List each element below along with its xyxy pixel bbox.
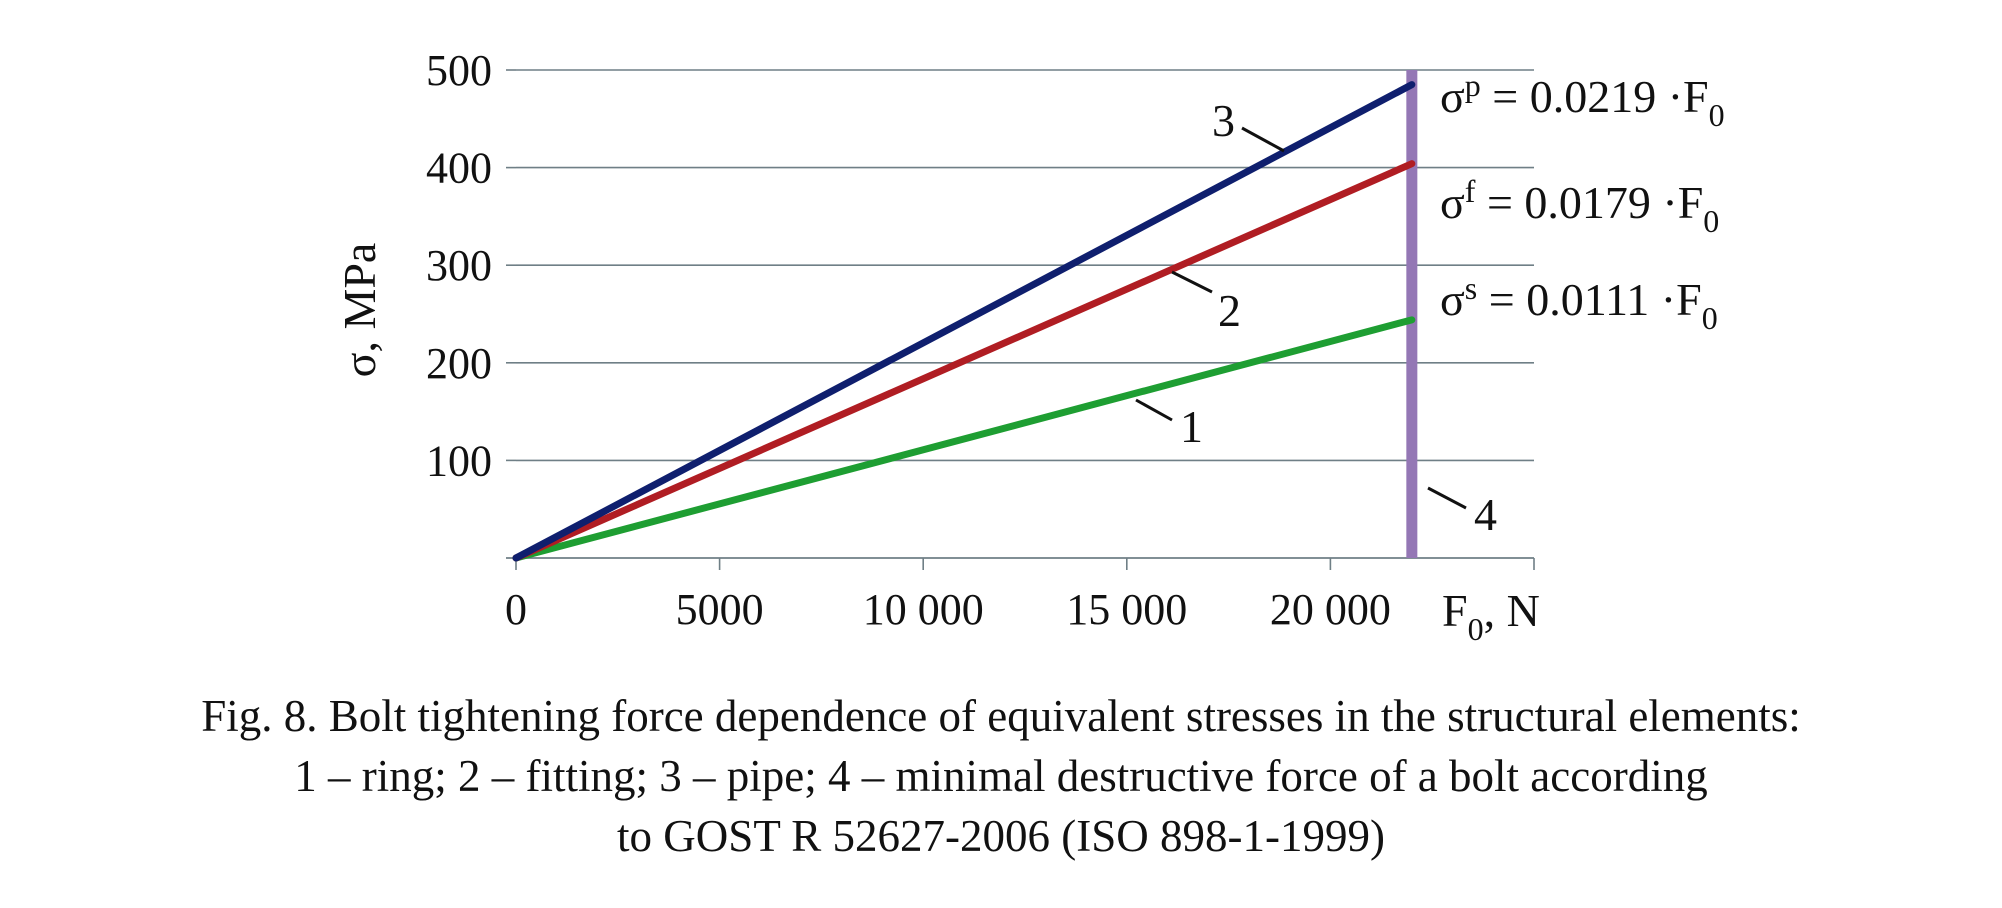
series-1-line: [512, 316, 1416, 562]
x-tick-label-5000: 5000: [676, 585, 764, 634]
caption-line-1: Fig. 8. Bolt tightening force dependence…: [201, 691, 1801, 741]
leader-series-3: [1241, 126, 1285, 153]
x-tick-label-10000: 10 000: [863, 585, 984, 634]
leader-series-2: [1171, 270, 1213, 294]
leader-series-4: [1427, 486, 1467, 510]
series-1-label: 1: [1180, 401, 1203, 452]
series-2-line: [512, 160, 1416, 562]
leader-series-1: [1135, 398, 1173, 422]
equation-ring: σs = 0.0111 ·F0: [1440, 270, 1718, 336]
caption-line-2: 1 – ring; 2 – fitting; 3 – pipe; 4 – min…: [294, 751, 1708, 801]
y-axis-label: σ, MPa: [334, 243, 385, 378]
equation-pipe: σp = 0.0219 ·F0: [1440, 67, 1725, 133]
equation-fitting: σf = 0.0179 ·F0: [1440, 173, 1719, 239]
x-tick-label-0: 0: [505, 585, 527, 634]
y-tick-label-200: 200: [426, 339, 492, 388]
y-tick-label-400: 400: [426, 144, 492, 193]
x-tick-labels: 0 5000 10 000 15 000 20 000: [505, 585, 1391, 634]
x-tick-label-15000: 15 000: [1066, 585, 1187, 634]
y-tick-label-300: 300: [426, 241, 492, 290]
series-3-label: 3: [1212, 95, 1235, 146]
caption-line-3: to GOST R 52627-2006 (ISO 898-1-1999): [617, 811, 1385, 861]
y-tick-label-500: 500: [426, 46, 492, 95]
series-lines: [512, 70, 1418, 562]
gridlines: [516, 69, 1534, 462]
x-tick-label-20000: 20 000: [1270, 585, 1391, 634]
x-axis-label: F0, N: [1442, 585, 1540, 647]
y-tick-labels: 100 200 300 400 500: [426, 46, 492, 485]
series-3-line: [512, 81, 1416, 562]
series-2-label: 2: [1218, 285, 1241, 336]
figure-caption: Fig. 8. Bolt tightening force dependence…: [0, 686, 2002, 866]
series-4-label: 4: [1474, 489, 1497, 540]
y-tick-label-100: 100: [426, 436, 492, 485]
